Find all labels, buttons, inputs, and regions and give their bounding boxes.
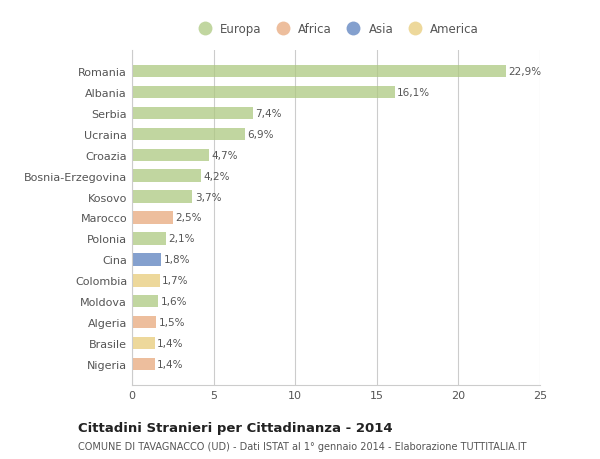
Legend: Europa, Africa, Asia, America: Europa, Africa, Asia, America <box>193 23 479 36</box>
Text: 7,4%: 7,4% <box>255 109 282 119</box>
Bar <box>132 87 395 99</box>
Text: 1,8%: 1,8% <box>164 255 190 265</box>
Bar <box>132 149 209 162</box>
Text: 4,2%: 4,2% <box>203 171 229 181</box>
Bar <box>132 253 161 266</box>
Bar <box>132 358 155 370</box>
Text: 2,1%: 2,1% <box>169 234 195 244</box>
Bar <box>132 233 166 245</box>
Bar <box>132 129 245 141</box>
Bar <box>132 337 155 349</box>
Text: COMUNE DI TAVAGNACCO (UD) - Dati ISTAT al 1° gennaio 2014 - Elaborazione TUTTITA: COMUNE DI TAVAGNACCO (UD) - Dati ISTAT a… <box>78 441 527 451</box>
Text: 16,1%: 16,1% <box>397 88 430 98</box>
Text: 1,4%: 1,4% <box>157 338 184 348</box>
Bar <box>132 191 193 203</box>
Bar <box>132 170 200 183</box>
Bar <box>132 66 506 78</box>
Text: 3,7%: 3,7% <box>195 192 221 202</box>
Text: 22,9%: 22,9% <box>508 67 541 77</box>
Bar <box>132 274 160 287</box>
Text: 1,5%: 1,5% <box>159 317 185 327</box>
Text: 1,6%: 1,6% <box>161 297 187 307</box>
Text: 2,5%: 2,5% <box>175 213 202 223</box>
Text: 4,7%: 4,7% <box>211 151 238 161</box>
Text: 6,9%: 6,9% <box>247 129 274 140</box>
Text: Cittadini Stranieri per Cittadinanza - 2014: Cittadini Stranieri per Cittadinanza - 2… <box>78 421 392 434</box>
Bar <box>132 212 173 224</box>
Bar <box>132 107 253 120</box>
Bar <box>132 295 158 308</box>
Bar <box>132 316 157 329</box>
Text: 1,7%: 1,7% <box>162 275 188 285</box>
Text: 1,4%: 1,4% <box>157 359 184 369</box>
